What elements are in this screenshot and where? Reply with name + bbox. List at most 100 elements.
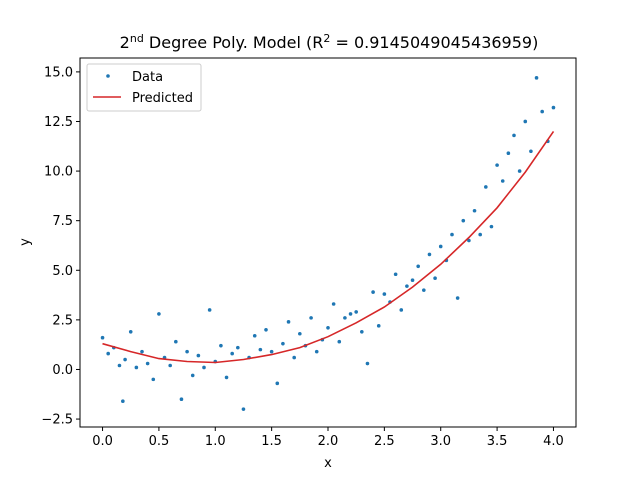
data-point [264,327,268,332]
data-point [269,349,274,354]
data-point [360,329,364,334]
data-point [117,363,122,368]
data-point [281,341,285,346]
data-point [207,308,212,312]
data-point [534,76,539,80]
data-point [252,333,257,338]
x-axis-label: x [324,456,332,471]
data-point [393,272,398,277]
x-tick-label: 2.5 [374,434,395,449]
legend-box [86,63,202,112]
data-point [540,109,544,114]
data-point [236,345,240,350]
data-point [529,149,533,154]
chart-title: 2nd Degree Poly. Model (R2 = 0.914504904… [120,32,539,53]
x-tick-label: 0.0 [92,434,113,449]
data-point [371,290,375,294]
data-point [405,284,409,288]
plot-area [79,57,577,428]
data-point [382,292,387,296]
data-point [123,357,127,362]
x-tick-label: 3.0 [430,434,451,449]
data-point [134,365,139,370]
data-point [551,105,556,110]
title-sup: nd [130,32,144,45]
data-point [140,349,144,354]
legend-label-data: Data [132,70,163,85]
data-point [151,377,156,382]
y-tick-label: 15.0 [44,65,73,80]
data-point [309,316,313,320]
y-tick-label: 10.0 [44,165,73,180]
data-point [100,335,105,340]
data-point [190,373,195,378]
data-point [348,312,353,316]
data-point [275,381,280,386]
data-point [219,343,223,348]
data-point [506,151,511,156]
data-point [106,351,110,356]
y-tick-label: 7.5 [52,214,73,229]
y-axis-label: y [18,238,33,246]
data-point [196,353,201,358]
data-point [298,331,302,336]
axes-frame [79,57,577,428]
data-point [455,296,460,300]
y-tick-label: 2.5 [52,313,73,328]
data-point [365,361,370,366]
data-point [168,363,172,368]
data-point [179,397,184,402]
data-point [286,320,291,324]
x-tick-label: 2.0 [318,434,339,449]
title-middle: Degree Poly. Model (R [144,33,324,52]
data-point [157,312,161,316]
data-point [258,347,263,352]
data-point [416,264,420,269]
data-point [472,208,477,213]
data-point [326,326,330,330]
data-point [230,351,234,356]
data-point [292,355,296,360]
data-point [433,276,437,281]
y-tick-label: 12.5 [44,115,73,130]
legend-marker-data [106,74,110,78]
data-point [427,252,432,257]
data-point [331,302,336,306]
data-point [174,339,178,344]
title-sup2: 2 [323,32,330,45]
data-point [495,163,499,167]
data-point [343,316,347,320]
data-point [241,407,246,411]
data-point [484,185,488,189]
data-point [438,244,443,249]
x-tick-label: 1.5 [261,434,282,449]
data-point [121,399,125,404]
x-tick-label: 3.5 [487,434,508,449]
y-tick-label: 5.0 [52,264,73,279]
data-point [461,218,466,223]
data-point [354,310,358,314]
data-point [478,232,482,237]
x-tick-label: 4.0 [543,434,564,449]
predicted-line [102,130,555,364]
x-tick-label: 1.0 [205,434,226,449]
data-point [500,179,505,183]
x-axis: 0.0 0.5 1.0 1.5 2.0 2.5 3.0 3.5 4.0 [92,427,564,449]
data-point [202,365,206,370]
data-point [337,339,342,344]
data-point [450,232,454,237]
data-point [185,349,189,354]
legend-label-predicted: Predicted [132,91,193,106]
data-point [376,324,381,328]
x-tick-label: 0.5 [149,434,170,449]
data-point [467,238,471,243]
y-tick-label: −2.5 [41,413,73,428]
data-point [517,169,522,173]
data-point [422,288,426,292]
y-axis: −2.5 0.0 2.5 5.0 7.5 10.0 12.5 15.0 [41,65,80,428]
data-point [512,133,516,138]
data-point [523,119,528,124]
legend: Data Predicted [86,63,202,112]
